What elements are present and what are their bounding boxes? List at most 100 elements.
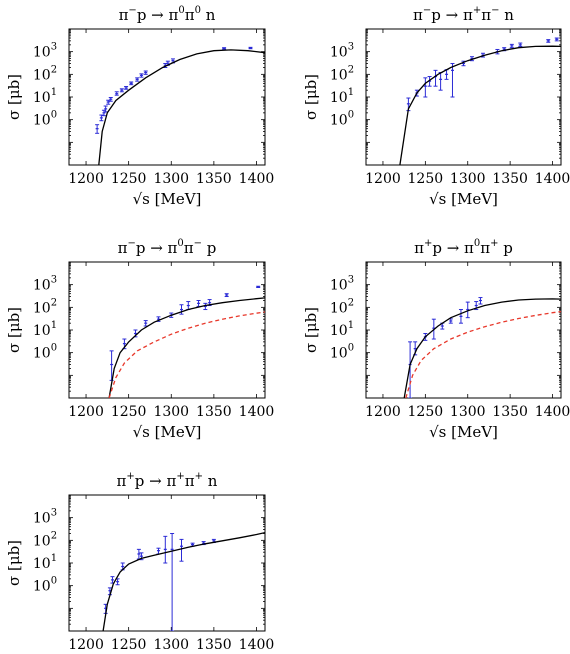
y-tick-label: 102 [330, 64, 354, 83]
x-tick-label: 1200 [68, 404, 104, 420]
data-point [156, 547, 161, 555]
panel-title: π+p → π+π+ n [117, 471, 218, 490]
x-axis-label: √s [MeV] [429, 423, 498, 441]
y-axis-label: σ [μb] [5, 307, 23, 353]
x-tick-label: 1200 [365, 404, 401, 420]
data-point [450, 63, 455, 98]
data-point [438, 72, 443, 91]
data-point [224, 293, 229, 298]
model-curve [98, 49, 265, 165]
model-curve [399, 45, 561, 165]
data-point [196, 300, 201, 307]
y-tick-label: 103 [330, 42, 354, 61]
data-point [103, 105, 108, 113]
x-axis-label: √s [MeV] [429, 190, 498, 208]
x-tick-label: 1300 [153, 171, 189, 187]
y-tick-label: 102 [33, 64, 57, 83]
x-axis-label: √s [MeV] [133, 423, 202, 441]
data-layer [403, 297, 561, 398]
y-tick-label: 103 [33, 508, 57, 527]
y-tick-label: 103 [33, 42, 57, 61]
x-tick-label: 1400 [239, 404, 275, 420]
data-point [478, 297, 483, 305]
x-tick-label: 1350 [492, 404, 528, 420]
data-point [143, 70, 148, 75]
x-tick-label: 1250 [408, 171, 444, 187]
data-point [248, 46, 253, 50]
model-curve-dashed [405, 310, 561, 398]
data-point [203, 302, 208, 311]
x-tick-label: 1250 [111, 404, 147, 420]
model-curve-dashed [108, 311, 265, 398]
y-tick-label: 100 [330, 110, 354, 129]
y-tick-label: 103 [33, 275, 57, 294]
data-layer [399, 37, 561, 165]
y-tick-label: 101 [33, 553, 57, 572]
axes-frame [68, 261, 266, 399]
axes-frame [365, 261, 562, 399]
x-tick-label: 1350 [196, 637, 232, 653]
panel-3: 1200 1250 1300 1350 1400 100 101 102 103 π−p → π0… [5, 238, 274, 441]
data-point [433, 69, 438, 87]
data-point [458, 309, 463, 324]
data-point [554, 37, 559, 42]
x-tick-label: 1250 [408, 404, 444, 420]
x-tick-label: 1350 [492, 171, 528, 187]
y-tick-label: 100 [33, 343, 57, 362]
y-axis-label: σ [μb] [302, 74, 320, 120]
y-tick-label: 101 [330, 320, 354, 339]
y-axis-label: σ [μb] [5, 540, 23, 586]
data-point [163, 535, 168, 564]
model-curve [403, 298, 561, 398]
x-tick-label: 1400 [239, 171, 275, 187]
panel-title: π−p → π+π− n [413, 5, 514, 24]
data-point [135, 77, 140, 82]
data-layer [102, 531, 265, 631]
model-curve [102, 531, 265, 631]
data-point [95, 124, 100, 134]
data-layer [95, 46, 265, 165]
data-point [546, 39, 551, 43]
y-tick-label: 100 [33, 576, 57, 595]
panel-title: π−p → π0π0 n [119, 5, 216, 24]
data-point [256, 285, 261, 288]
panel-title: π+p → π0π+ p [414, 238, 513, 257]
x-tick-label: 1400 [535, 404, 570, 420]
data-point [119, 88, 124, 93]
data-point [448, 318, 453, 324]
y-tick-label: 101 [33, 320, 57, 339]
panel-title: π−p → π0π− p [118, 238, 217, 257]
x-tick-label: 1350 [196, 171, 232, 187]
panel-1: 1200 1250 1300 1350 1400 100 101 102 103 π−p → π0… [5, 5, 274, 208]
y-tick-label: 102 [33, 530, 57, 549]
data-point [110, 576, 115, 584]
y-tick-label: 102 [33, 297, 57, 316]
y-tick-label: 102 [330, 297, 354, 316]
data-point [179, 538, 184, 562]
data-point [518, 42, 523, 47]
x-tick-label: 1300 [153, 404, 189, 420]
data-point [186, 301, 191, 311]
axes-frame [68, 28, 266, 166]
data-point [509, 43, 514, 49]
x-tick-label: 1200 [365, 171, 401, 187]
y-tick-label: 100 [33, 110, 57, 129]
y-tick-label: 100 [330, 343, 354, 362]
model-curve [108, 297, 265, 398]
data-point [170, 533, 175, 631]
data-point [465, 301, 470, 319]
data-point [99, 114, 104, 122]
x-tick-label: 1300 [450, 171, 486, 187]
data-point [106, 99, 111, 105]
x-tick-label: 1200 [68, 171, 104, 187]
x-tick-label: 1250 [111, 637, 147, 653]
y-tick-label: 101 [330, 87, 354, 106]
axes-frame [365, 28, 562, 166]
y-tick-label: 103 [330, 275, 354, 294]
x-tick-label: 1250 [111, 171, 147, 187]
data-point [423, 77, 428, 98]
data-layer [108, 285, 265, 398]
panel-4: 1200 1250 1300 1350 1400 100 101 102 103 π+p → π0… [302, 238, 570, 441]
panel-5: 1200 1250 1300 1350 1400 100 101 102 103 π+p → π+… [5, 471, 274, 653]
